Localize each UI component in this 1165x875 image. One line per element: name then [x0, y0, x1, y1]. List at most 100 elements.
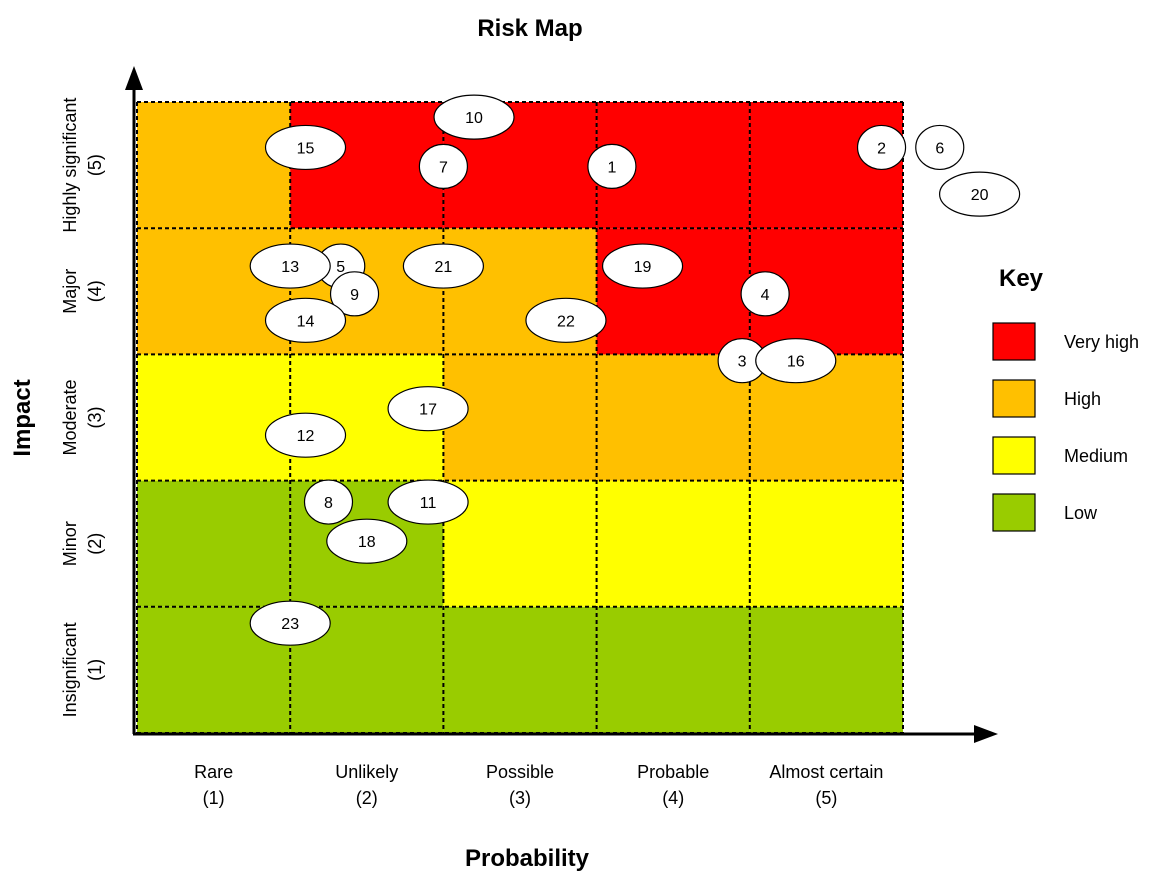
risk-point-18: 18: [326, 518, 408, 564]
risk-point-label: 3: [738, 354, 747, 371]
x-tick-score: (1): [203, 788, 225, 808]
risk-cell-3-1: [137, 354, 291, 481]
risk-point-14: 14: [264, 297, 347, 343]
risk-cell-1-5: [749, 606, 903, 733]
legend-entry-label: Low: [1064, 503, 1098, 523]
x-tick-score: (2): [356, 788, 378, 808]
risk-point-bubble: [601, 243, 684, 289]
risk-point-label: 15: [297, 140, 315, 157]
risk-point-bubble: [525, 297, 607, 343]
legend: Key Very high High Medium Low: [992, 265, 1139, 532]
risk-point-4: 4: [740, 271, 790, 317]
risk-point-label: 4: [761, 287, 770, 304]
y-tick-label: Moderate: [60, 379, 80, 455]
risk-point-bubble: [433, 94, 515, 140]
risk-point-label: 23: [281, 616, 299, 633]
legend-entry-label: Very high: [1064, 332, 1139, 352]
risk-point-label: 16: [787, 354, 805, 371]
y-tick-label: Highly significant: [60, 98, 80, 233]
y-tick-score: (1): [85, 659, 105, 681]
x-axis-label: Probability: [465, 845, 590, 872]
risk-cell-4-1: [137, 228, 291, 355]
risk-point-21: 21: [402, 243, 484, 289]
risk-cell-1-3: [443, 606, 597, 733]
risk-point-17: 17: [387, 386, 469, 432]
risk-point-bubble: [387, 479, 469, 525]
legend-swatch: [992, 379, 1036, 418]
risk-point-label: 5: [336, 259, 345, 276]
risk-cell-2-5: [749, 480, 903, 607]
risk-point-23: 23: [249, 600, 331, 646]
legend-entry-label: Medium: [1064, 446, 1128, 466]
risk-cell-4-4: [596, 228, 750, 355]
risk-cell-3-3: [443, 354, 597, 481]
risk-point-bubble: [402, 243, 484, 289]
risk-point-bubble: [418, 143, 468, 189]
y-axis-label: Impact: [9, 379, 36, 456]
risk-point-bubble: [755, 338, 837, 384]
risk-point-12: 12: [264, 412, 347, 458]
risk-point-bubble: [249, 600, 331, 646]
risk-point-bubble: [740, 271, 790, 317]
risk-point-9: 9: [329, 271, 380, 317]
risk-point-16: 16: [755, 338, 837, 384]
risk-point-10: 10: [433, 94, 515, 140]
risk-cell-1-4: [596, 606, 750, 733]
x-tick-label: Rare: [194, 762, 233, 782]
x-tick-label: Possible: [486, 762, 554, 782]
risk-point-label: 12: [297, 428, 315, 445]
risk-point-6: 6: [915, 124, 965, 171]
risk-point-label: 22: [557, 313, 575, 330]
risk-point-label: 20: [971, 187, 989, 204]
risk-point-label: 11: [420, 495, 437, 512]
y-tick-label: Insignificant: [60, 622, 80, 717]
risk-point-8: 8: [303, 479, 354, 525]
risk-point-label: 19: [634, 259, 652, 276]
risk-point-bubble: [387, 386, 469, 432]
risk-cell-2-4: [596, 480, 750, 607]
risk-point-bubble: [303, 479, 354, 525]
x-tick-score: (4): [662, 788, 684, 808]
risk-point-13: 13: [249, 243, 331, 289]
risk-point-7: 7: [418, 143, 468, 189]
risk-point-20: 20: [938, 171, 1021, 217]
risk-point-2: 2: [856, 124, 907, 171]
risk-point-bubble: [587, 143, 637, 189]
risk-point-label: 13: [281, 259, 299, 276]
y-tick-score: (3): [85, 407, 105, 429]
risk-point-bubble: [264, 124, 347, 171]
risk-point-label: 2: [877, 140, 886, 157]
risk-point-bubble: [856, 124, 907, 171]
risk-point-bubble: [326, 518, 408, 564]
risk-point-label: 1: [607, 159, 616, 176]
legend-swatch: [992, 436, 1036, 475]
risk-point-label: 6: [935, 140, 944, 157]
risk-point-bubble: [329, 271, 380, 317]
risk-point-label: 21: [435, 259, 453, 276]
risk-point-22: 22: [525, 297, 607, 343]
y-axis-tick-labels: Insignificant (1) Minor (2) Moderate (3) Major…: [60, 98, 105, 718]
risk-cell-5-1: [137, 102, 291, 229]
risk-point-bubble: [915, 124, 965, 171]
legend-title: Key: [999, 265, 1044, 292]
x-tick-label: Unlikely: [335, 762, 398, 782]
risk-point-label: 9: [350, 287, 359, 304]
x-tick-label: Almost certain: [769, 762, 883, 782]
risk-point-19: 19: [601, 243, 684, 289]
risk-cell-2-1: [137, 480, 291, 607]
x-axis-arrowhead: [974, 725, 998, 743]
risk-point-bubble: [264, 412, 347, 458]
legend-entry-label: High: [1064, 389, 1101, 409]
chart-axes: [125, 66, 998, 743]
x-axis-tick-labels: Rare (1) Unlikely (2) Possible (3) Probable (4)…: [194, 762, 883, 808]
risk-cell-2-3: [443, 480, 597, 607]
chart-title: Risk Map: [477, 15, 582, 42]
y-axis-arrowhead: [125, 66, 143, 90]
x-tick-score: (5): [815, 788, 837, 808]
risk-point-11: 11: [387, 479, 469, 525]
risk-point-label: 17: [419, 402, 437, 419]
y-tick-score: (5): [85, 154, 105, 176]
risk-point-label: 18: [358, 534, 376, 551]
risk-point-label: 14: [297, 313, 315, 330]
